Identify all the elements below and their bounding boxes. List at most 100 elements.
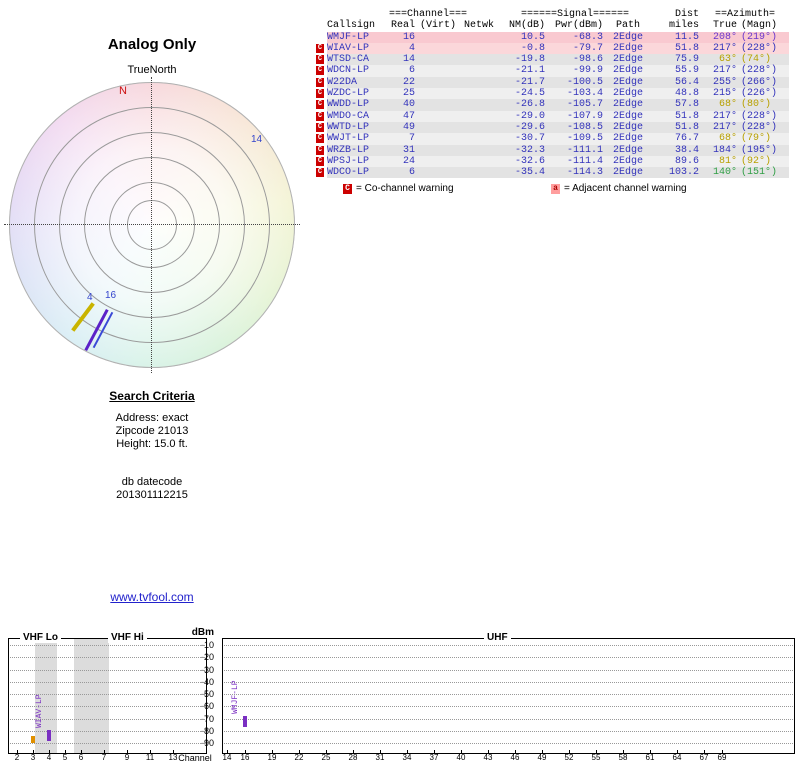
dbm-tick-label: -10 [200, 640, 214, 650]
network-cell [459, 122, 499, 133]
warning-cell: C [313, 111, 327, 122]
channel-tick-label: 52 [564, 753, 574, 762]
channel-tick [127, 750, 128, 753]
virtual-channel-cell [417, 65, 459, 76]
channel-tick [49, 750, 50, 753]
tvfool-link[interactable]: www.tvfool.com [110, 590, 194, 604]
network-cell [459, 156, 499, 167]
legend-badge: C [343, 183, 352, 194]
warning-cell: C [313, 88, 327, 99]
column-header-cell: Path [615, 20, 640, 32]
callsign-cell: WPSJ-LP [327, 155, 370, 167]
channel-tick-label: 13 [168, 753, 178, 762]
azimuth-magnetic-cell: (79°) [741, 133, 772, 145]
real-channel-cell: 47 [402, 110, 415, 122]
polar-ring [59, 132, 245, 318]
channel-tick-label: 40 [456, 753, 466, 762]
noise-margin-cell: -29.6 [514, 121, 545, 133]
power-cell: -111.4 [566, 155, 603, 167]
power-cell: -103.4 [566, 88, 603, 100]
column-header-cell: Real [390, 20, 415, 32]
co-channel-warning-badge: C [316, 156, 324, 166]
station-row: C WWDD-LP 40 -26.8 -105.7 2Edge 57.8 68° (80°) [313, 99, 789, 111]
search-criteria-line: Height: 15.0 ft. [116, 437, 188, 450]
power-cell: -107.9 [566, 110, 603, 122]
station-marker-label-14: 14 [251, 134, 263, 145]
table-column-header-row: Callsign Real (Virt) Netwk NM(dB) Pwr(dBm) Pat… [313, 20, 789, 31]
noise-margin-cell: -35.4 [514, 167, 545, 179]
dbm-tick-label: -50 [200, 689, 214, 699]
azimuth-true-cell: 81° [718, 155, 737, 167]
network-cell [459, 111, 499, 122]
real-channel-cell: 6 [408, 167, 415, 179]
vhf-lo-band-label: VHF Lo [20, 632, 61, 643]
channel-tick [245, 750, 246, 753]
azimuth-true-cell: 217° [712, 121, 737, 133]
power-cell: -114.3 [566, 167, 603, 179]
noise-margin-cell: -19.8 [514, 54, 545, 66]
azimuth-magnetic-cell: (219°) [741, 31, 778, 43]
polar-plot-subtitle: TrueNorth [127, 64, 177, 76]
channel-tick [104, 750, 105, 753]
virtual-channel-cell [417, 167, 459, 178]
station-row: C WDCO-LP 6 -35.4 -114.3 2Edge 103.2 140° (151°) [313, 167, 789, 179]
azimuth-true-cell: 217° [712, 65, 737, 77]
virtual-channel-cell [417, 88, 459, 99]
path-cell: 2Edge [612, 88, 643, 100]
virtual-channel-cell [417, 156, 459, 167]
column-header-cell: Callsign [327, 20, 376, 32]
search-criteria-title: Search Criteria [109, 389, 195, 403]
dbm-gridline [10, 645, 205, 646]
dbm-gridline [224, 743, 793, 744]
signal-bar [31, 736, 35, 744]
channel-tick [65, 750, 66, 753]
power-cell: -109.5 [566, 133, 603, 145]
column-header-cell: miles [668, 20, 699, 32]
azimuth-true-cell: 255° [712, 76, 737, 88]
power-cell: -68.3 [572, 31, 603, 43]
distance-cell: 51.8 [674, 42, 699, 54]
distance-cell: 76.7 [674, 133, 699, 145]
path-cell: 2Edge [612, 133, 643, 145]
station-table: ===Channel=== ======Signal====== Dist ==Azi… [313, 9, 789, 179]
distance-cell: 56.4 [674, 76, 699, 88]
channel-tick-label: 69 [717, 753, 727, 762]
azimuth-magnetic-cell: (74°) [741, 54, 772, 66]
channel-tick [326, 750, 327, 753]
group-header-cell: ======Signal====== [520, 9, 630, 20]
polar-plot-title: Analog Only [107, 36, 197, 53]
azimuth-true-cell: 68° [718, 133, 737, 145]
path-cell: 2Edge [612, 42, 643, 54]
dbm-gridline [224, 718, 793, 720]
co-channel-warning-badge: C [316, 55, 324, 65]
dbm-gridline [224, 657, 793, 659]
callsign-cell: WDCO-LP [327, 167, 370, 179]
power-cell: -100.5 [566, 76, 603, 88]
noise-margin-cell: -24.5 [514, 88, 545, 100]
search-criteria-line [52, 450, 252, 463]
callsign-cell: WZDC-LP [327, 88, 370, 100]
channel-tick [407, 750, 408, 753]
dbm-tick-label: -70 [200, 713, 214, 724]
azimuth-magnetic-cell: (228°) [741, 42, 778, 54]
real-channel-cell: 49 [402, 121, 415, 133]
real-channel-cell: 14 [402, 54, 415, 66]
co-channel-warning-badge: C [316, 66, 324, 76]
co-channel-warning-badge: C [316, 111, 324, 121]
warning-cell [313, 32, 327, 43]
search-criteria-line [52, 463, 252, 476]
distance-cell: 48.8 [674, 88, 699, 100]
channel-tick [380, 750, 381, 753]
power-cell: -111.1 [566, 144, 603, 156]
co-channel-warning-badge: C [316, 43, 324, 53]
path-cell: 2Edge [612, 121, 643, 133]
power-cell: -98.6 [572, 54, 603, 66]
channel-tick [434, 750, 435, 753]
channel-tick [542, 750, 543, 753]
callsign-cell: W22DA [327, 76, 358, 88]
dbm-tick-label: -90 [200, 738, 214, 748]
path-cell: 2Edge [612, 110, 643, 122]
distance-cell: 103.2 [668, 167, 699, 179]
power-cell: -105.7 [566, 99, 603, 111]
azimuth-magnetic-cell: (92°) [741, 155, 772, 167]
